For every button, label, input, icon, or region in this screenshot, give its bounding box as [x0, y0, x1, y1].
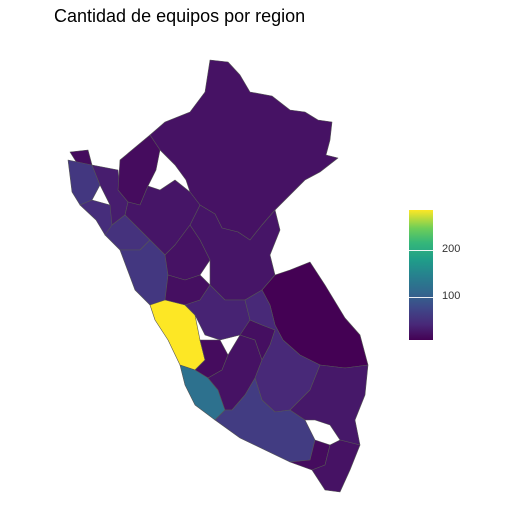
chart-title: Cantidad de equipos por region	[54, 6, 306, 26]
legend-tick-line	[409, 250, 433, 252]
region-tacna	[311, 439, 361, 493]
legend-colorbar	[409, 210, 433, 340]
legend-tick-label: 200	[442, 243, 461, 256]
legend-tick-label: 100	[442, 290, 461, 303]
legend-tick-line	[409, 297, 433, 299]
